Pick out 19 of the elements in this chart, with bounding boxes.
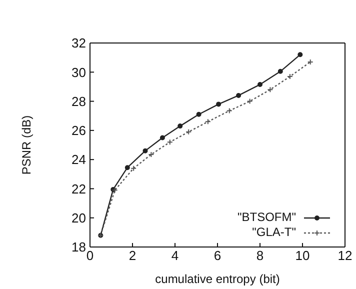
x-axis-title: cumulative entropy (bit) (155, 272, 280, 286)
x-tick-label: 12 (338, 248, 352, 264)
y-tick-label: 28 (72, 94, 86, 109)
y-tick-label: 20 (72, 210, 86, 226)
y-tick-label: 18 (72, 240, 86, 255)
x-tick-label: 10 (295, 248, 310, 264)
legend-label: "GLA-T" (252, 225, 296, 240)
y-tick-label: 22 (72, 181, 86, 196)
x-tick-label: 0 (86, 248, 94, 264)
y-tick-label: 24 (72, 152, 86, 168)
legend-label: "BTSOFM" (237, 210, 296, 225)
x-tick-label: 4 (171, 248, 179, 264)
x-tick-label: 6 (214, 248, 222, 264)
y-tick-label: 32 (72, 36, 86, 51)
y-axis-title: PSNR (dB) (19, 115, 34, 175)
x-tick-label: 2 (128, 248, 136, 264)
y-tick-label: 30 (72, 64, 86, 80)
y-tick-label: 26 (72, 123, 86, 138)
x-tick-label: 8 (256, 248, 264, 264)
